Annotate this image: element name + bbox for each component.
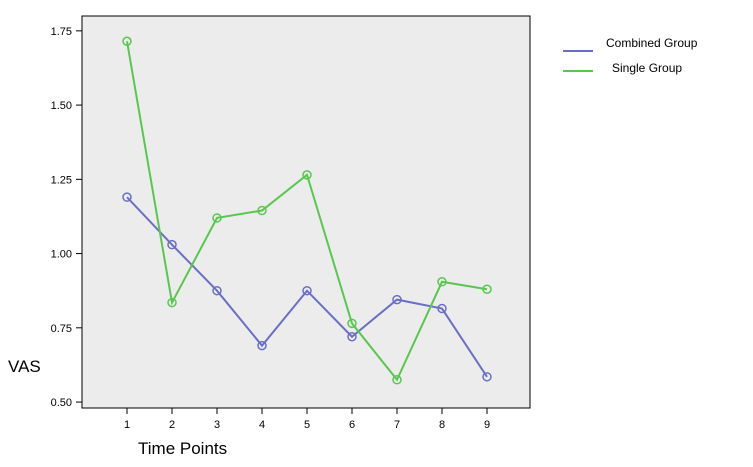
x-tick-label: 6 <box>349 419 355 431</box>
x-tick-label: 3 <box>214 419 220 431</box>
y-axis-title: VAS <box>8 357 41 376</box>
data-point <box>437 303 447 314</box>
x-tick-label: 7 <box>394 419 400 431</box>
data-point <box>437 277 447 287</box>
data-point <box>122 36 132 46</box>
y-axis: 0.50 0.75 1.00 1.25 1.50 1.75 <box>51 26 82 409</box>
series-layer <box>122 36 492 385</box>
legend-label: Single Group <box>612 61 682 75</box>
data-point <box>167 297 177 308</box>
data-point <box>392 294 402 305</box>
data-point <box>302 170 312 180</box>
x-tick-label: 2 <box>169 419 175 431</box>
legend-label: Combined Group <box>606 36 698 50</box>
x-tick-label: 5 <box>304 419 310 431</box>
x-axis: 1 2 3 4 5 6 7 8 9 <box>124 408 490 431</box>
data-point <box>302 285 312 296</box>
data-point <box>347 318 357 329</box>
data-point <box>392 375 402 385</box>
plot-area <box>81 15 531 409</box>
y-tick-label: 1.25 <box>51 174 72 186</box>
y-tick-label: 1.75 <box>51 26 72 38</box>
y-tick-label: 1.50 <box>51 100 72 112</box>
data-point <box>212 213 222 223</box>
series-line-1 <box>126 41 488 382</box>
legend: Combined Group Single Group <box>563 36 698 75</box>
data-point <box>257 340 267 351</box>
x-tick-label: 4 <box>259 419 265 431</box>
y-tick-label: 0.50 <box>51 397 72 409</box>
x-tick-label: 8 <box>439 419 445 431</box>
data-point <box>167 239 177 250</box>
data-point <box>482 372 492 382</box>
data-point <box>122 192 132 202</box>
x-tick-label: 9 <box>484 419 490 431</box>
y-tick-label: 1.00 <box>51 249 72 261</box>
series-line-0 <box>126 196 488 378</box>
data-point <box>347 331 357 342</box>
data-point <box>482 284 492 294</box>
y-tick-label: 0.75 <box>51 323 72 335</box>
x-axis-title: Time Points <box>138 439 227 458</box>
data-point <box>257 205 267 216</box>
x-tick-label: 1 <box>124 419 130 431</box>
data-point <box>212 285 222 296</box>
